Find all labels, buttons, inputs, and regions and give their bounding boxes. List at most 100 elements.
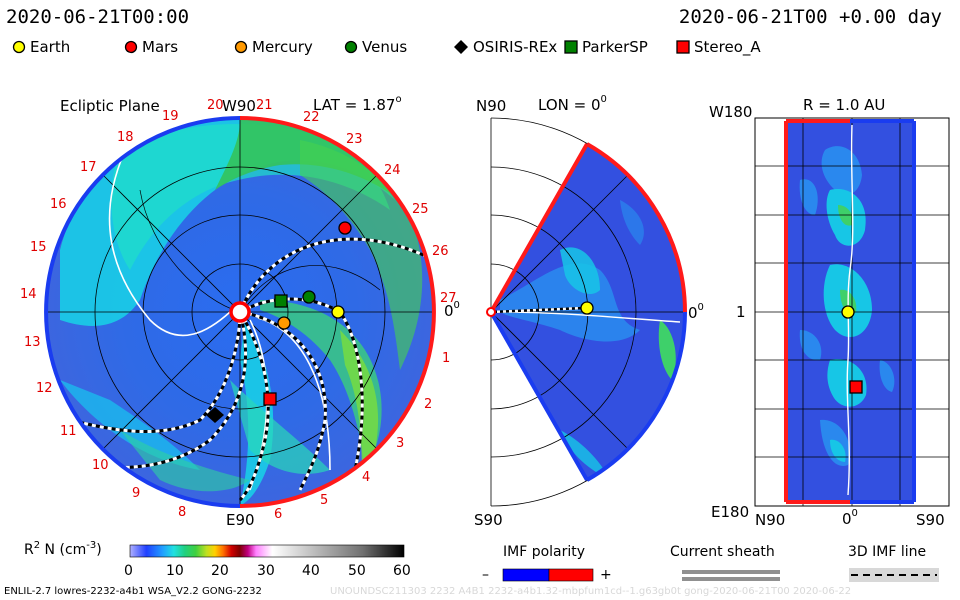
legend-label: Venus	[362, 38, 408, 56]
ecliptic-right-label: 00	[444, 300, 460, 320]
legend-label: Mercury	[252, 38, 313, 56]
legend-parkersp: ParkerSP	[564, 38, 648, 56]
parkersp-marker-icon	[564, 40, 578, 54]
hour-label: 9	[132, 486, 140, 501]
legend-label: Stereo_A	[694, 38, 761, 56]
radial-mid-left-label: 1	[736, 303, 746, 321]
mars-marker-icon	[124, 40, 138, 54]
current-sheath-swatch	[682, 570, 780, 574]
imf-positive-swatch	[548, 568, 594, 582]
earth-marker-icon	[12, 40, 26, 54]
legend-label: Earth	[30, 38, 71, 56]
colorbar-tick: 40	[302, 563, 320, 579]
colorbar-tick: 10	[166, 563, 184, 579]
radial-bottom-left-label: E180	[711, 503, 750, 521]
hour-label: 6	[274, 507, 282, 522]
osiris-rex-marker-icon	[454, 40, 468, 54]
venus-marker-icon	[344, 40, 358, 54]
colorbar-label: R2 N (cm-3)	[24, 540, 102, 558]
hour-label: 21	[256, 98, 273, 113]
mercury-marker-icon	[277, 316, 291, 330]
hour-label: 10	[92, 458, 109, 473]
ecliptic-hour-labels: 1 2 3 4 5 6 7 8 9 10 11 12 13 14 15 16 1…	[20, 98, 457, 522]
hour-label: 13	[24, 335, 41, 350]
timestamp-left: 2020-06-21T00:00	[6, 6, 190, 28]
meridional-title: LON = 00	[538, 94, 607, 114]
stereo-a-marker-icon	[849, 380, 863, 394]
ecliptic-lat-label: LAT = 1.87o	[313, 94, 402, 114]
sun-icon	[486, 307, 496, 317]
imf-negative-swatch	[502, 568, 550, 582]
hour-label: 14	[20, 287, 37, 302]
hour-label: 19	[162, 109, 179, 124]
imf-polarity-title: IMF polarity	[503, 544, 586, 560]
legend-osiris-rex: OSIRIS-REx	[453, 38, 557, 56]
ecliptic-boundary-positive	[239, 116, 436, 508]
colorbar-tick: 60	[393, 563, 411, 579]
colorbar-tick: 50	[348, 563, 366, 579]
mars-marker-icon	[338, 221, 352, 235]
mercury-marker-icon	[234, 40, 248, 54]
hour-label: 11	[60, 424, 77, 439]
legend-label: ParkerSP	[582, 38, 648, 56]
hour-label: 12	[36, 381, 53, 396]
earth-marker-icon	[580, 301, 594, 315]
radial-x-label-south: S90	[916, 511, 945, 529]
stereo-a-marker-icon	[263, 392, 277, 406]
hour-label: 16	[50, 197, 67, 212]
hour-label: 27	[440, 291, 457, 306]
radial-title: R = 1.0 AU	[803, 96, 886, 114]
legend-label: OSIRIS-REx	[473, 38, 558, 56]
osiris-rex-marker-icon	[206, 407, 224, 423]
meridional-bottom-label: S90	[474, 511, 503, 529]
legend-venus: Venus	[344, 38, 407, 56]
hour-label: 18	[117, 130, 134, 145]
colorbar-tick: 20	[211, 563, 229, 579]
earth-marker-icon	[331, 305, 345, 319]
ecliptic-density-field	[46, 118, 434, 506]
hour-label: 23	[346, 132, 363, 147]
legend-stereo-a: Stereo_A	[676, 38, 761, 56]
imf-polarity-minus: –	[482, 567, 489, 583]
object-legend: Earth Mars Mercury Venus OSIRIS-REx Park…	[0, 38, 960, 60]
hour-label: 22	[303, 110, 320, 125]
imf-line-title: 3D IMF line	[848, 544, 927, 560]
earth-marker-icon	[841, 305, 855, 319]
meridional-top-label: N90	[476, 97, 507, 115]
ecliptic-top-label: W90	[222, 97, 256, 115]
timestamp-right: 2020-06-21T00 +0.00 day	[678, 6, 942, 28]
hour-label: 15	[30, 240, 47, 255]
hour-label: 24	[384, 163, 401, 178]
ecliptic-boundary-negative	[44, 116, 241, 508]
venus-marker-icon	[302, 290, 316, 304]
footer-model-info: ENLIL-2.7 lowres-2232-a4b1 WSA_V2.2 GONG…	[4, 586, 262, 597]
parkersp-marker-icon	[274, 294, 288, 308]
hour-label: 4	[362, 470, 370, 485]
hour-label: 3	[396, 436, 404, 451]
hour-label: 26	[432, 244, 449, 259]
imf-polarity-plus: +	[600, 567, 612, 583]
hour-label: 5	[320, 493, 328, 508]
sun-icon	[229, 301, 251, 323]
hour-label: 8	[178, 505, 186, 520]
ecliptic-title: Ecliptic Plane	[60, 97, 160, 115]
hour-label: 25	[412, 202, 429, 217]
footer-run-info: UNOUNDSC211303 2232 A4B1 2232-a4b1.32-mb…	[330, 586, 852, 597]
hour-label: 20	[207, 98, 224, 113]
legend-mars: Mars	[124, 38, 178, 56]
legend-label: Mars	[142, 38, 179, 56]
legend-earth: Earth	[12, 38, 70, 56]
hour-label: 17	[80, 160, 97, 175]
radial-x-label-north: N90	[755, 511, 786, 529]
hour-label: 2	[424, 397, 432, 412]
meridional-right-label: 00	[688, 302, 704, 322]
radial-top-left-label: W180	[709, 103, 753, 121]
ecliptic-bottom-label: E90	[226, 511, 255, 529]
stereo-a-marker-icon	[676, 40, 690, 54]
colorbar-tick: 30	[257, 563, 275, 579]
colorbar-tick: 0	[124, 563, 133, 579]
